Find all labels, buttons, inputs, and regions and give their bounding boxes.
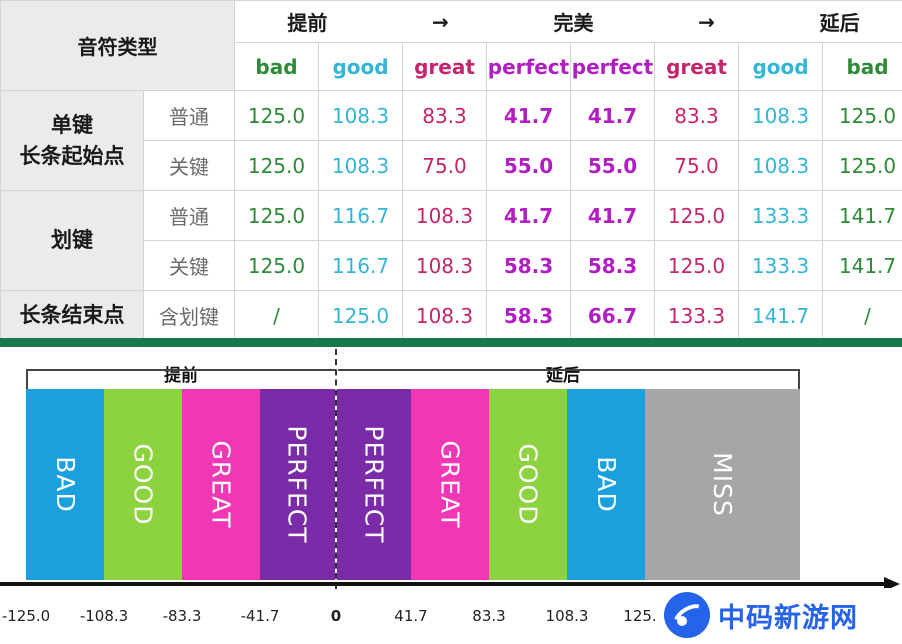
subtype-label: 关键 <box>143 240 235 291</box>
value-cell: 108.3 <box>738 140 823 191</box>
value-cell: 58.3 <box>570 240 655 291</box>
value-cell: 125.0 <box>234 240 319 291</box>
value-cell: 141.7 <box>738 290 823 341</box>
timing-table: 音符类型 提前 → 完美 → 延后 bad good great perfect… <box>0 0 902 341</box>
value-cell: 55.0 <box>486 140 571 191</box>
section-divider <box>0 338 902 347</box>
subtype-label: 关键 <box>143 140 235 191</box>
value-cell: 141.7 <box>821 240 902 291</box>
watermark: 中码新游网 <box>664 588 900 642</box>
value-cell: 83.3 <box>654 90 739 141</box>
center-dashed-line <box>335 349 337 589</box>
late-label: 延后 <box>819 11 860 35</box>
table-row: 长条结束点 含划键 / 125.0 108.3 58.3 66.7 133.3 … <box>0 290 902 341</box>
grade-header-bad: bad <box>821 42 902 91</box>
table-row: 单键 长条起始点 普通 125.0 108.3 83.3 41.7 41.7 8… <box>0 90 902 191</box>
early-label: 提前 <box>287 11 328 35</box>
value-cell: 125.0 <box>654 190 739 241</box>
tick-label: 83.3 <box>472 607 506 625</box>
value-cell: 108.3 <box>402 290 487 341</box>
value-cell: / <box>234 290 319 341</box>
value-cell: 141.7 <box>821 190 902 241</box>
tick-label: 0 <box>330 607 342 625</box>
tick-label: 41.7 <box>394 607 428 625</box>
value-cell: 41.7 <box>570 90 655 141</box>
category-hold-end: 长条结束点 <box>0 290 144 341</box>
segment-great-early: GREAT <box>182 389 260 580</box>
value-cell: 125.0 <box>821 90 902 141</box>
value-cell: 55.0 <box>570 140 655 191</box>
segment-great-late: GREAT <box>411 389 489 580</box>
value-cell: 133.3 <box>654 290 739 341</box>
segment-bad-early: BAD <box>26 389 104 580</box>
grade-header-good: good <box>738 42 823 91</box>
value-cell: 108.3 <box>318 140 403 191</box>
segment-good-late: GOOD <box>489 389 567 580</box>
value-cell: 66.7 <box>570 290 655 341</box>
late-section-label: 延后 <box>546 366 580 386</box>
value-cell: 125.0 <box>318 290 403 341</box>
value-cell: 108.3 <box>738 90 823 141</box>
segment-perfect-late: PERFECT <box>337 389 411 580</box>
tick-label: 125. <box>623 607 657 625</box>
tick-label: -125.0 <box>1 607 51 625</box>
segment-miss: MISS <box>645 389 800 580</box>
arrow-right-icon: → <box>698 9 715 34</box>
value-cell: 108.3 <box>318 90 403 141</box>
tick-label: -108.3 <box>79 607 129 625</box>
value-cell: 116.7 <box>318 190 403 241</box>
value-cell: / <box>821 290 902 341</box>
segment-perfect-early: PERFECT <box>260 389 335 580</box>
tick-label: 108.3 <box>545 607 589 625</box>
early-section-label: 提前 <box>164 366 198 386</box>
value-cell: 125.0 <box>234 140 319 191</box>
value-cell: 41.7 <box>486 90 571 141</box>
timeline-axis <box>0 582 888 586</box>
value-cell: 125.0 <box>821 140 902 191</box>
value-cell: 41.7 <box>486 190 571 241</box>
grade-header-great: great <box>402 42 487 91</box>
note-type-header: 音符类型 <box>0 0 235 91</box>
value-cell: 58.3 <box>486 290 571 341</box>
grade-header-perfect: perfect <box>486 42 571 91</box>
value-cell: 75.0 <box>654 140 739 191</box>
value-cell: 75.0 <box>402 140 487 191</box>
subtype-label: 含划键 <box>143 290 235 341</box>
grade-header-great: great <box>654 42 739 91</box>
value-cell: 125.0 <box>234 90 319 141</box>
paper-plane-icon <box>664 592 710 638</box>
direction-header: 提前 → 完美 → 延后 <box>233 0 902 43</box>
table-row: 关键 125.0 108.3 75.0 55.0 55.0 75.0 108.3… <box>1 140 902 191</box>
grade-header-perfect: perfect <box>570 42 655 91</box>
segment-good-early: GOOD <box>104 389 182 580</box>
axis-arrow-icon <box>884 577 900 591</box>
value-cell: 108.3 <box>402 240 487 291</box>
table-row: 划键 普通 125.0 116.7 108.3 41.7 41.7 125.0 … <box>0 190 902 291</box>
value-cell: 133.3 <box>738 240 823 291</box>
grade-header-bad: bad <box>234 42 319 91</box>
value-cell: 58.3 <box>486 240 571 291</box>
arrow-right-icon: → <box>432 9 449 34</box>
perfect-label: 完美 <box>553 11 594 35</box>
subtype-label: 普通 <box>143 90 235 141</box>
grade-header-good: good <box>318 42 403 91</box>
tick-label: -83.3 <box>162 607 202 625</box>
tick-label: -41.7 <box>240 607 280 625</box>
watermark-text: 中码新游网 <box>718 602 858 634</box>
subtype-label: 普通 <box>143 190 235 241</box>
segment-bad-late: BAD <box>567 389 645 580</box>
value-cell: 108.3 <box>402 190 487 241</box>
category-flick: 划键 <box>0 190 144 291</box>
value-cell: 125.0 <box>234 190 319 241</box>
value-cell: 41.7 <box>570 190 655 241</box>
value-cell: 83.3 <box>402 90 487 141</box>
value-cell: 133.3 <box>738 190 823 241</box>
value-cell: 125.0 <box>654 240 739 291</box>
late-bracket <box>338 369 800 389</box>
early-bracket <box>26 369 336 389</box>
category-tap-hold-start: 单键 长条起始点 <box>0 90 144 191</box>
value-cell: 116.7 <box>318 240 403 291</box>
